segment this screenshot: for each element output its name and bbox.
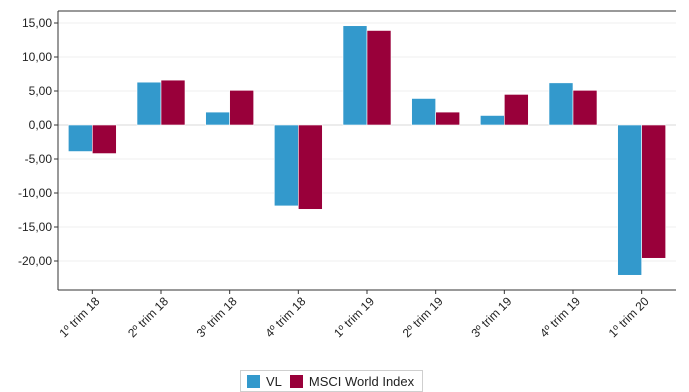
bar-msci[interactable] <box>92 124 117 154</box>
x-tick-label: 4º trim 18 <box>262 294 308 340</box>
legend-swatch-vl <box>247 374 260 388</box>
x-tick-label: 3º trim 18 <box>194 294 240 340</box>
bar-vl[interactable] <box>411 98 436 126</box>
y-tick-label: 5,00 <box>29 84 53 98</box>
bar-vl[interactable] <box>205 111 230 126</box>
bar-msci[interactable] <box>160 79 186 126</box>
legend-item-msci[interactable]: MSCI World Index <box>289 373 415 389</box>
bar-vl[interactable] <box>136 81 162 126</box>
y-tick-label: -10,00 <box>18 186 52 200</box>
legend-swatch-msci <box>289 374 303 388</box>
bar-msci[interactable] <box>366 30 392 126</box>
bar-msci[interactable] <box>504 94 529 126</box>
y-tick-label: 10,00 <box>22 50 52 64</box>
bar-vl[interactable] <box>617 124 642 276</box>
x-tick-label: 2º trim 18 <box>125 294 171 340</box>
bar-vl[interactable] <box>68 124 93 152</box>
y-tick-label: -15,00 <box>18 220 52 234</box>
bars <box>68 25 666 276</box>
legend-label-vl: VL <box>266 373 282 389</box>
bar-vl[interactable] <box>480 115 505 126</box>
bar-vl[interactable] <box>548 82 574 126</box>
x-tick-label: 3º trim 19 <box>468 294 514 340</box>
x-tick-label: 1º trim 20 <box>606 294 652 340</box>
x-tick-label: 1º trim 18 <box>56 294 102 340</box>
bar-msci[interactable] <box>641 124 666 259</box>
x-tick-labels: 1º trim 18 2º trim 18 3º trim 18 4º trim 18… <box>56 294 652 340</box>
bar-msci[interactable] <box>229 90 254 126</box>
bar-msci[interactable] <box>435 111 460 126</box>
bar-vl[interactable] <box>342 25 368 126</box>
y-tick-label: 0,00 <box>29 118 53 132</box>
x-tick-label: 4º trim 19 <box>537 294 583 340</box>
y-tick-label: -5,00 <box>25 152 53 166</box>
axes <box>54 10 676 294</box>
y-tick-label: -20,00 <box>18 254 52 268</box>
legend: VL MSCI World Index <box>240 370 424 392</box>
bar-msci[interactable] <box>572 90 598 126</box>
legend-item-vl[interactable]: VL <box>247 374 282 389</box>
y-tick-labels: 15,00 10,00 5,00 0,00 -5,00 -10,00 -15,00 -20,0… <box>18 16 52 268</box>
x-tick-label: 2º trim 19 <box>400 294 446 340</box>
legend-label-msci: MSCI World Index <box>308 373 415 389</box>
bar-vl[interactable] <box>274 124 299 207</box>
bar-msci[interactable] <box>298 124 323 210</box>
x-tick-label: 1º trim 19 <box>331 294 377 340</box>
y-tick-label: 15,00 <box>22 16 52 30</box>
